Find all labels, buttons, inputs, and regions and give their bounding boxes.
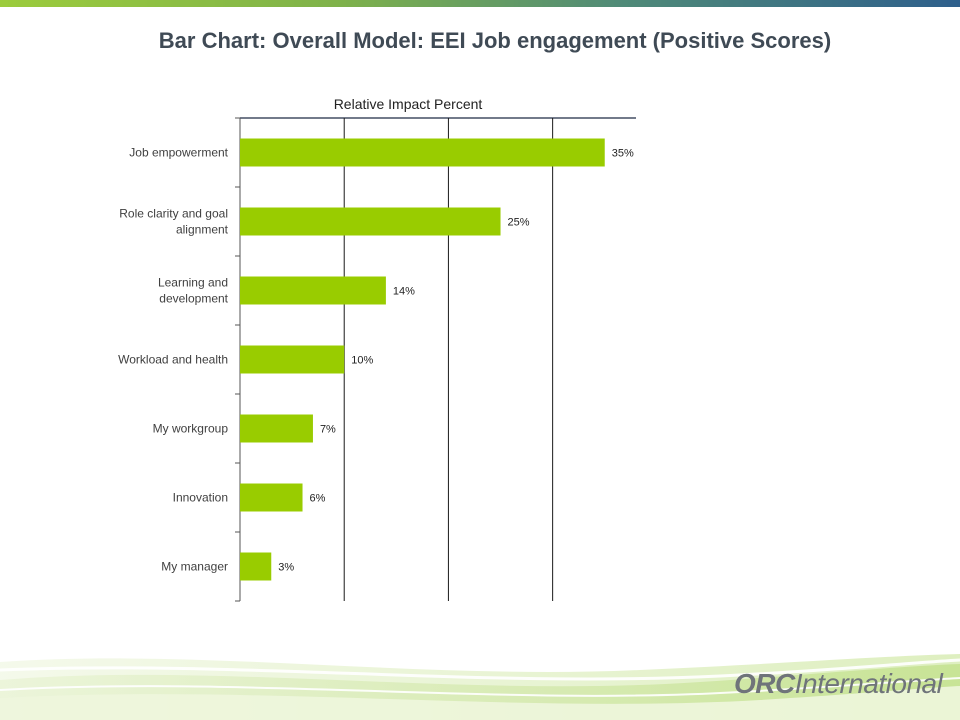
- data-label: 14%: [393, 286, 415, 298]
- data-label: 7%: [320, 424, 336, 436]
- category-label: Innovation: [173, 491, 228, 505]
- category-label: Workload and health: [118, 353, 228, 367]
- category-label: Job empowerment: [129, 146, 228, 160]
- category-label: Learning and: [158, 276, 228, 290]
- chart-title: Relative Impact Percent: [334, 96, 483, 112]
- top-accent-bar: [0, 0, 960, 7]
- category-label: development: [159, 292, 228, 306]
- orc-international-logo: ORCInternational: [734, 668, 943, 700]
- logo-part-international: International: [794, 668, 943, 699]
- data-label: 6%: [310, 493, 326, 505]
- bar: [240, 345, 345, 374]
- bar-chart: Relative Impact Percent 35% Job empowermen…: [118, 96, 636, 602]
- decorative-wave: [0, 654, 960, 720]
- category-label: My workgroup: [153, 422, 229, 436]
- bar: [240, 276, 386, 305]
- category-label: Role clarity and goal: [119, 207, 228, 221]
- bar: [240, 414, 313, 443]
- data-label: 35%: [612, 148, 634, 160]
- slide-title: Bar Chart: Overall Model: EEI Job engage…: [158, 28, 832, 53]
- data-label: 10%: [351, 355, 373, 367]
- data-label: 3%: [278, 562, 294, 574]
- bar: [240, 552, 272, 581]
- category-label: alignment: [176, 223, 229, 237]
- bar: [240, 207, 501, 236]
- category-label: My manager: [161, 560, 228, 574]
- logo-part-orc: ORC: [734, 668, 795, 699]
- bar: [240, 138, 605, 167]
- bar: [240, 483, 303, 512]
- data-label: 25%: [508, 217, 530, 229]
